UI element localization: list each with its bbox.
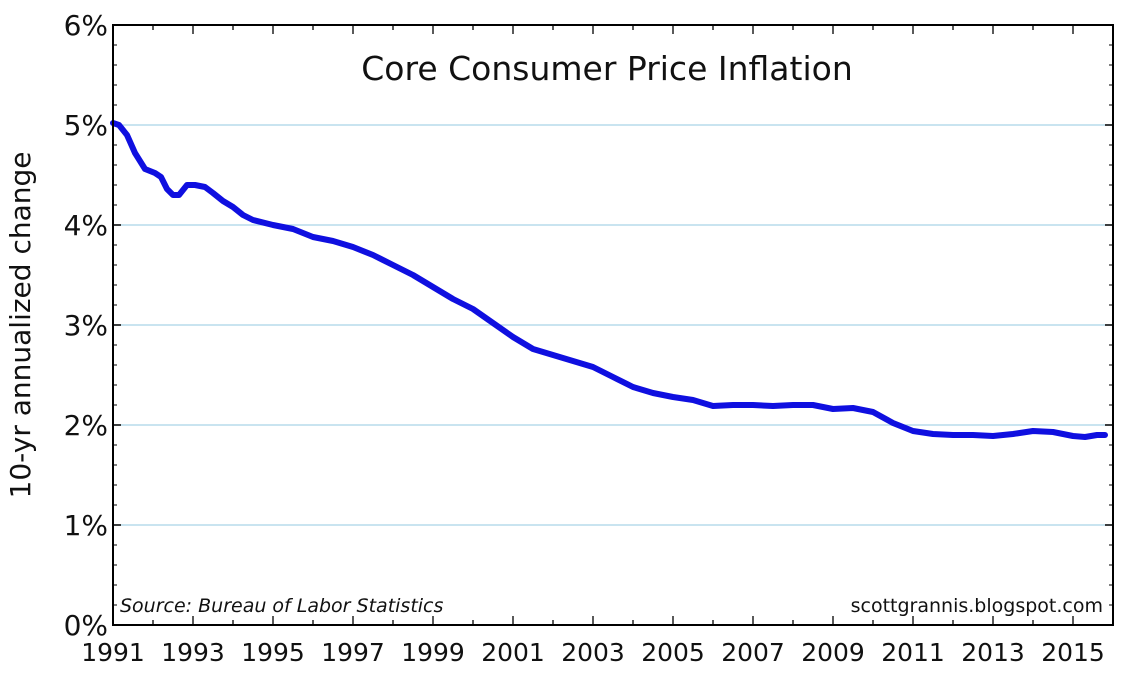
y-axis-label: 10-yr annualized change <box>4 152 37 499</box>
series-line <box>110 120 1108 440</box>
x-tick-label: 2007 <box>721 638 785 667</box>
gridlines <box>113 124 1113 526</box>
x-tick-label: 2001 <box>481 638 545 667</box>
x-tick-label: 1995 <box>241 638 305 667</box>
series-layer <box>110 120 1108 440</box>
y-tick-label: 3% <box>64 309 108 342</box>
y-axis-ticks: 0% 1% 2% 3% 4% 5% 6% <box>64 9 1113 642</box>
x-tick-label: 2005 <box>641 638 705 667</box>
y-tick-label: 6% <box>64 9 108 42</box>
chart-title: Core Consumer Price Inflation <box>361 49 853 88</box>
x-tick-label: 1999 <box>401 638 465 667</box>
plot-frame <box>112 24 1114 626</box>
y-tick-label: 4% <box>64 209 108 242</box>
x-tick-label: 2013 <box>961 638 1025 667</box>
x-axis-ticks: 1991 1993 1995 1997 1999 2001 2003 2005 2007 2009… <box>81 25 1114 667</box>
x-tick-label: 1991 <box>81 638 145 667</box>
x-tick-label: 2015 <box>1041 638 1105 667</box>
x-tick-label: 2003 <box>561 638 625 667</box>
y-tick-label: 5% <box>64 109 108 142</box>
x-tick-label: 2011 <box>881 638 945 667</box>
x-tick-label: 2009 <box>801 638 865 667</box>
credit-note: scottgrannis.blogspot.com <box>851 595 1103 617</box>
y-tick-label: 0% <box>64 609 108 642</box>
x-tick-label: 1997 <box>321 638 385 667</box>
source-note: Source: Bureau of Labor Statistics <box>120 595 443 617</box>
y-tick-label: 2% <box>64 409 108 442</box>
x-tick-label: 1993 <box>161 638 225 667</box>
y-tick-label: 1% <box>64 509 108 542</box>
